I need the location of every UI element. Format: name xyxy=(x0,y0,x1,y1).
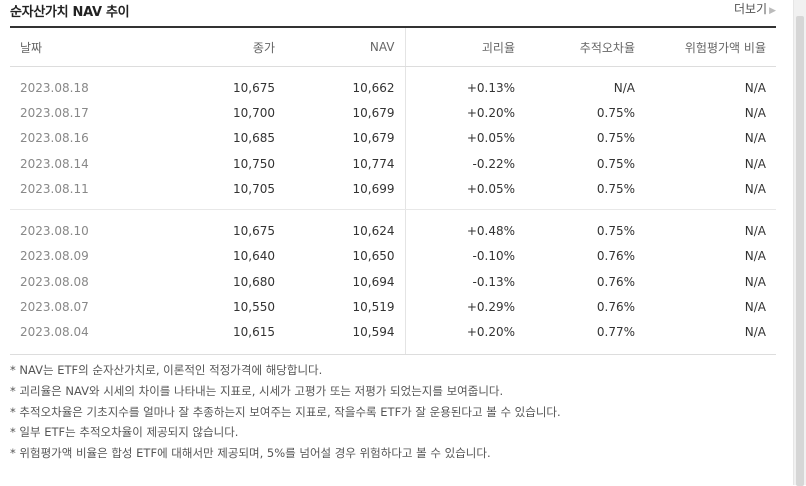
col-header-risk-ratio: 위험평가액 비율 xyxy=(645,26,776,67)
table-row: 2023.08.17 10,700 10,679 +0.20% 0.75% N/A xyxy=(10,100,776,126)
cell-risk-ratio: N/A xyxy=(744,105,766,120)
cell-nav: 10,650 xyxy=(285,243,406,270)
cell-close: 10,750 xyxy=(233,156,275,171)
cell-close: 10,550 xyxy=(233,300,275,315)
cell-tracking-error: 0.75% xyxy=(596,156,635,171)
cell-premium: +0.05% xyxy=(466,131,515,146)
cell-date: 2023.08.08 xyxy=(20,274,89,289)
cell-close: 10,705 xyxy=(233,181,275,196)
cell-date: 2023.08.10 xyxy=(20,224,89,239)
row-spacer xyxy=(10,66,776,75)
cell-risk-ratio: N/A xyxy=(744,249,766,264)
note-item: * 추적오차율은 기초지수를 얼마나 잘 추종하는지 보여주는 지표로, 작을수… xyxy=(10,404,561,419)
cell-close: 10,700 xyxy=(233,105,275,120)
table-row: 2023.08.09 10,640 10,650 -0.10% 0.76% N/A xyxy=(10,243,776,270)
cell-date: 2023.08.18 xyxy=(20,80,89,95)
cell-close: 10,680 xyxy=(233,274,275,289)
table-row: 2023.08.04 10,615 10,594 +0.20% 0.77% N/A xyxy=(10,319,776,345)
cell-premium: -0.13% xyxy=(472,274,515,289)
cell-risk-ratio: N/A xyxy=(744,325,766,340)
cell-nav: 10,624 xyxy=(285,218,406,244)
col-header-nav: NAV xyxy=(285,26,406,67)
cell-close: 10,615 xyxy=(233,325,275,340)
chevron-right-icon: ▶ xyxy=(769,6,776,16)
cell-nav: 10,699 xyxy=(285,176,406,202)
row-spacer xyxy=(10,201,776,211)
cell-date: 2023.08.16 xyxy=(20,131,89,146)
cell-nav: 10,662 xyxy=(285,75,406,101)
table-row: 2023.08.14 10,750 10,774 -0.22% 0.75% N/A xyxy=(10,150,776,177)
cell-premium: +0.13% xyxy=(466,80,515,95)
cell-risk-ratio: N/A xyxy=(744,181,766,196)
cell-close: 10,640 xyxy=(233,249,275,264)
cell-premium: +0.20% xyxy=(466,105,515,120)
note-item: * 괴리율은 NAV와 시세의 차이를 나타내는 지표로, 시세가 고평가 또는… xyxy=(10,383,504,398)
table-header-row: 날짜 종가 NAV 괴리율 추적오차율 위험평가액 비율 xyxy=(10,26,776,67)
section-title: 순자산가치 NAV 추이 xyxy=(10,5,130,20)
cell-tracking-error: 0.75% xyxy=(596,131,635,146)
table-row: 2023.08.08 10,680 10,694 -0.13% 0.76% N/A xyxy=(10,269,776,295)
table-row: 2023.08.18 10,675 10,662 +0.13% N/A N/A xyxy=(10,75,776,101)
cell-risk-ratio: N/A xyxy=(744,131,766,146)
cell-date: 2023.08.07 xyxy=(20,300,89,315)
row-spacer xyxy=(10,344,776,355)
cell-premium: +0.20% xyxy=(466,325,515,340)
cell-tracking-error: 0.76% xyxy=(596,300,635,315)
section-header: 순자산가치 NAV 추이 더보기 ▶ xyxy=(10,0,776,24)
cell-date: 2023.08.09 xyxy=(20,249,89,264)
cell-date: 2023.08.17 xyxy=(20,105,89,120)
cell-nav: 10,679 xyxy=(285,100,406,126)
table-row: 2023.08.11 10,705 10,699 +0.05% 0.75% N/A xyxy=(10,176,776,202)
table-body: 2023.08.18 10,675 10,662 +0.13% N/A N/A 2023.0… xyxy=(10,66,776,355)
cell-nav: 10,519 xyxy=(285,294,406,320)
cell-close: 10,675 xyxy=(233,224,275,239)
cell-premium: -0.22% xyxy=(472,156,515,171)
cell-risk-ratio: N/A xyxy=(744,300,766,315)
cell-tracking-error: N/A xyxy=(613,80,635,95)
cell-risk-ratio: N/A xyxy=(744,80,766,95)
cell-risk-ratio: N/A xyxy=(744,274,766,289)
cell-premium: +0.05% xyxy=(466,181,515,196)
cell-tracking-error: 0.75% xyxy=(596,181,635,196)
note-item: * 일부 ETF는 추적오차율이 제공되지 않습니다. xyxy=(10,425,239,440)
table-row: 2023.08.10 10,675 10,624 +0.48% 0.75% N/A xyxy=(10,218,776,244)
table-row: 2023.08.16 10,685 10,679 +0.05% 0.75% N/A xyxy=(10,125,776,151)
cell-date: 2023.08.11 xyxy=(20,181,89,196)
cell-nav: 10,679 xyxy=(285,125,406,151)
cell-close: 10,685 xyxy=(233,131,275,146)
cell-premium: +0.29% xyxy=(466,300,515,315)
col-header-tracking-error: 추적오차율 xyxy=(525,26,645,67)
cell-tracking-error: 0.77% xyxy=(596,325,635,340)
note-item: * 위험평가액 비율은 합성 ETF에 대해서만 제공되며, 5%를 넘어설 경… xyxy=(10,446,491,461)
col-header-date: 날짜 xyxy=(10,26,145,67)
cell-tracking-error: 0.76% xyxy=(596,249,635,264)
cell-premium: +0.48% xyxy=(466,224,515,239)
col-header-premium: 괴리율 xyxy=(405,26,525,67)
more-link-label: 더보기 xyxy=(733,2,768,16)
nav-table: 날짜 종가 NAV 괴리율 추적오차율 위험평가액 비율 2023.08.18 1… xyxy=(10,26,776,355)
cell-nav: 10,774 xyxy=(285,150,406,177)
scrollbar-thumb[interactable] xyxy=(796,16,804,486)
cell-tracking-error: 0.76% xyxy=(596,274,635,289)
table-row: 2023.08.07 10,550 10,519 +0.29% 0.76% N/A xyxy=(10,294,776,320)
cell-date: 2023.08.14 xyxy=(20,156,89,171)
cell-nav: 10,594 xyxy=(285,319,406,345)
cell-date: 2023.08.04 xyxy=(20,325,89,340)
cell-premium: -0.10% xyxy=(472,249,515,264)
cell-risk-ratio: N/A xyxy=(744,224,766,239)
vertical-scrollbar[interactable] xyxy=(793,0,806,486)
cell-tracking-error: 0.75% xyxy=(596,224,635,239)
cell-tracking-error: 0.75% xyxy=(596,105,635,120)
more-link[interactable]: 더보기 ▶ xyxy=(734,0,776,17)
note-item: * NAV는 ETF의 순자산가치로, 이론적인 적정가격에 해당합니다. xyxy=(10,363,323,377)
cell-nav: 10,694 xyxy=(285,269,406,295)
col-header-close: 종가 xyxy=(145,26,285,67)
cell-risk-ratio: N/A xyxy=(744,156,766,171)
notes-list: * NAV는 ETF의 순자산가치로, 이론적인 적정가격에 해당합니다. * 괴… xyxy=(10,360,561,464)
row-spacer xyxy=(10,209,776,219)
cell-close: 10,675 xyxy=(233,80,275,95)
